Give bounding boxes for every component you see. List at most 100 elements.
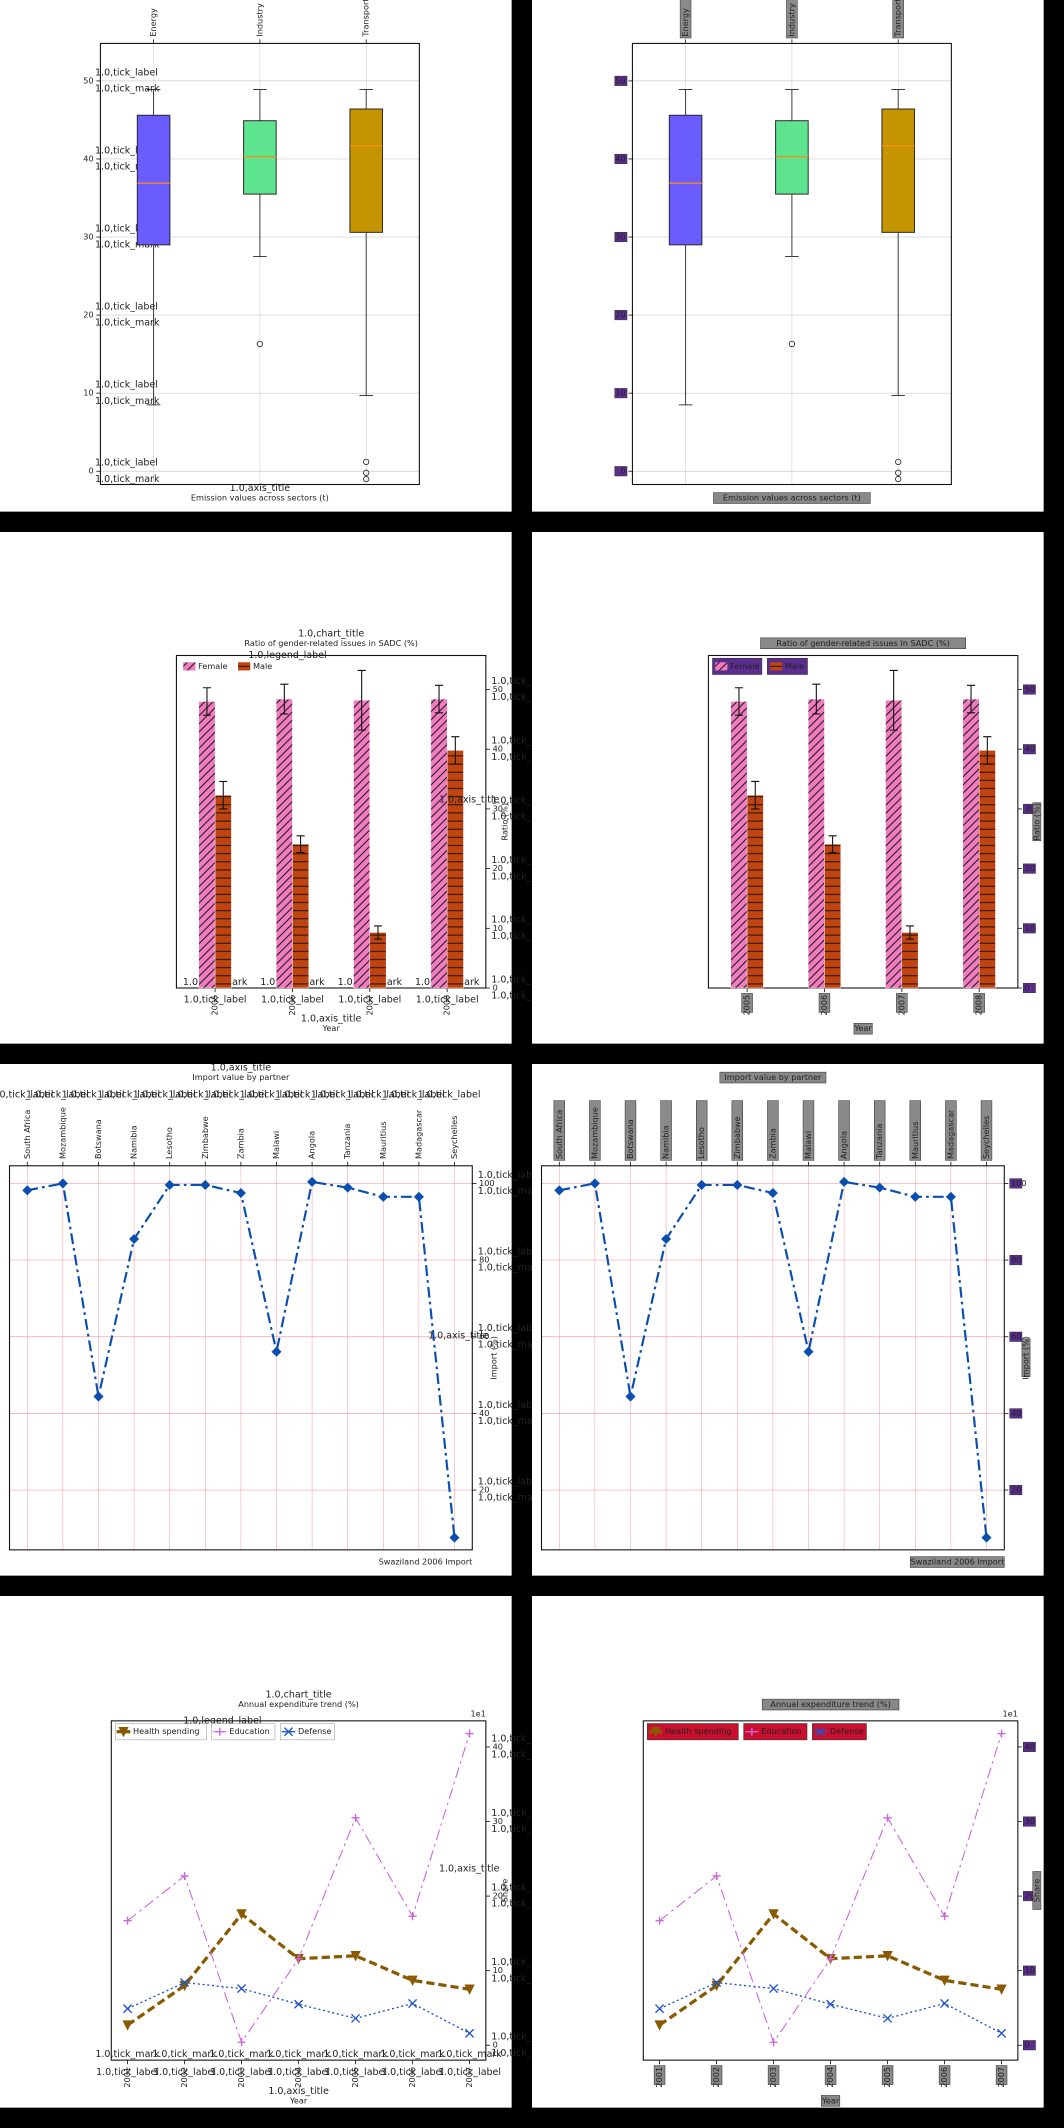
bar xyxy=(353,700,371,989)
y-tick-label: 80 xyxy=(479,1255,489,1265)
annotation-box xyxy=(614,388,628,399)
annotation-label: 1.0,tick_label xyxy=(438,2067,501,2078)
bar xyxy=(430,698,448,989)
x-axis-title: Year xyxy=(322,1023,341,1033)
line-marker xyxy=(449,1532,460,1543)
annotation-box xyxy=(1021,1338,1031,1378)
bar xyxy=(746,794,764,989)
box xyxy=(243,120,277,195)
legend-marker xyxy=(650,1726,661,1738)
box xyxy=(775,120,809,195)
plot-frame xyxy=(707,654,1019,989)
bar xyxy=(730,701,748,989)
bar xyxy=(824,843,841,989)
line-marker xyxy=(464,1984,475,1995)
legend-label: Defense xyxy=(830,1726,864,1736)
annotation-box xyxy=(760,637,967,649)
panel-background xyxy=(532,0,1044,512)
annotation-box xyxy=(1023,1741,1036,1752)
box xyxy=(136,114,171,246)
annotation-box xyxy=(1032,1871,1042,1910)
annotation-label: 1.0,tick_label xyxy=(95,380,158,391)
y-tick-label: 0 xyxy=(493,2040,498,2050)
line-marker xyxy=(180,1978,190,1988)
line-marker xyxy=(307,1176,318,1187)
y-tick-label: 30 xyxy=(493,803,503,813)
annotation-box xyxy=(713,492,871,504)
annotation-label: 1.0,tick_label xyxy=(478,1246,541,1257)
x-tick-label: 2004 xyxy=(825,2067,835,2088)
annotation-label: 1.0,tick_label xyxy=(210,2067,273,2078)
y-tick-label: 20 xyxy=(1011,1485,1021,1495)
line-marker xyxy=(767,1187,778,1199)
legend-label: Health spending xyxy=(665,1726,732,1736)
annotation-label: 1.0,tick_label xyxy=(184,995,247,1006)
annotation-label: 1.0,tick_mark xyxy=(491,752,556,763)
annotation-box xyxy=(838,1100,850,1161)
annotation-box xyxy=(653,2065,666,2085)
line-marker xyxy=(294,1999,304,2009)
y-tick-label: 10 xyxy=(493,1965,503,1975)
line-marker xyxy=(408,1912,417,1921)
line-marker xyxy=(661,1233,672,1245)
x-tick-label: Botswana xyxy=(93,1119,103,1159)
annotation-label: 1.0,tick_label xyxy=(491,1733,554,1744)
annotation-label: 1.0,tick_label xyxy=(95,301,158,312)
legend-marker xyxy=(118,1726,129,1738)
annotation-box xyxy=(853,1023,873,1035)
x-tick-label: Industry xyxy=(254,3,264,37)
x-tick-label: 2005 xyxy=(210,995,220,1016)
chart-panel: 01.0,tick_label1.0,tick_mark101.0,tick_l… xyxy=(0,532,556,1044)
y-tick-label: 40 xyxy=(1025,1741,1035,1751)
x-tick-label: 2006 xyxy=(939,2067,949,2088)
annotation-box xyxy=(731,1100,743,1161)
box xyxy=(881,108,915,233)
y-tick-label: 100 xyxy=(479,1178,495,1188)
annotation-box xyxy=(995,2065,1008,2085)
outlier xyxy=(895,469,902,476)
chart-panel: 0 10 20 30 40 2001 2002 2003 2004 2005 2006 2007 Hea… xyxy=(532,1596,1044,2108)
y-tick-label: 20 xyxy=(615,310,625,320)
line-marker xyxy=(294,1954,303,1963)
annotation-label: 1.0,tick_mark xyxy=(437,2049,502,2060)
line-marker xyxy=(874,1182,885,1193)
annotation-label: 1.0,tick_label xyxy=(96,2067,159,2078)
x-tick-label: 2007 xyxy=(996,2067,1006,2088)
x-tick-label: Mauritius xyxy=(378,1121,388,1159)
annotation-label: 1.0,tick_label xyxy=(478,1323,541,1334)
error-bar xyxy=(373,925,383,940)
annotation-box xyxy=(741,993,753,1013)
error-bar xyxy=(296,835,305,854)
annotation-label: 1.0,tick_label xyxy=(204,1090,267,1101)
annotation-label: 1.0,tick_label xyxy=(491,736,554,747)
box xyxy=(349,108,383,233)
x-tick-label: Seychelles xyxy=(981,1116,991,1159)
line-marker xyxy=(271,1346,282,1357)
line-marker xyxy=(769,2038,778,2047)
annotation-box xyxy=(1009,1331,1023,1342)
y-tick-label: 50 xyxy=(493,684,503,694)
annotation-box xyxy=(660,1100,672,1161)
annotation-box xyxy=(614,75,628,86)
line-marker xyxy=(882,1950,893,1962)
line-marker xyxy=(123,1916,132,1925)
legend-swatch xyxy=(770,662,783,671)
x-tick-label: South Africa xyxy=(22,1110,32,1159)
line-marker xyxy=(712,1871,721,1881)
outlier xyxy=(895,458,902,465)
annotation-label: 1.0,tick_mark xyxy=(323,2049,388,2060)
line-marker xyxy=(910,1191,921,1202)
annotation-label: 1.0,tick_label xyxy=(491,795,554,806)
x-tick-label: 2006 xyxy=(819,995,829,1016)
legend-swatch xyxy=(238,662,251,671)
outlier xyxy=(895,475,902,483)
x-tick-label: 2003 xyxy=(236,2067,246,2088)
y-tick-label: 0 xyxy=(1025,983,1030,993)
annotation-label: 1.0,tick_label xyxy=(95,67,158,78)
y-axis-title: Ratio (%) xyxy=(1031,803,1041,841)
panel-background xyxy=(0,0,512,512)
panel-background xyxy=(0,1596,512,2108)
annotation-label: 1.0,axis_title xyxy=(268,2086,329,2097)
legend-marker xyxy=(815,1727,826,1737)
y-tick-label: 30 xyxy=(493,1816,503,1826)
